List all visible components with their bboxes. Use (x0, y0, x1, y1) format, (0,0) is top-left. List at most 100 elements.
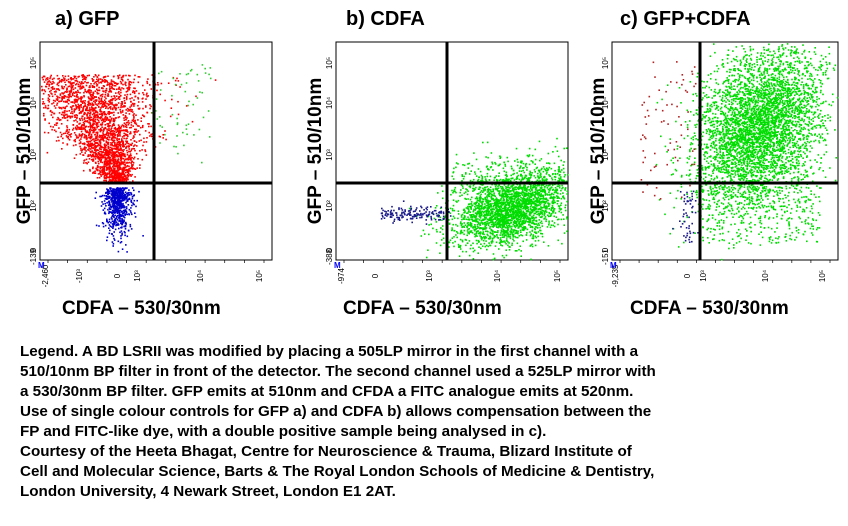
event-dot (84, 120, 86, 123)
event-dot (121, 232, 123, 234)
event-dot (532, 194, 534, 197)
event-dot (78, 109, 80, 112)
event-dot (150, 125, 152, 128)
event-dot (145, 94, 148, 96)
event-dot (48, 85, 50, 87)
event-dot (99, 173, 102, 176)
event-dot (459, 248, 462, 250)
event-dot (109, 192, 111, 195)
event-dot (100, 158, 103, 161)
event-dot (113, 139, 116, 142)
event-dot (115, 194, 117, 197)
event-dot (524, 226, 526, 228)
event-dot (84, 146, 86, 148)
event-dot (122, 221, 124, 224)
event-dot (129, 132, 131, 135)
event-dot (127, 131, 129, 133)
event-dot (535, 197, 538, 199)
event-dot (138, 140, 141, 142)
event-dot (80, 96, 82, 98)
event-dot (497, 226, 499, 229)
event-dot (63, 96, 65, 99)
event-dot (110, 108, 112, 110)
event-dot (87, 112, 89, 114)
event-dot (118, 196, 120, 198)
event-dot (453, 217, 456, 219)
event-dot (82, 169, 85, 172)
event-dot (566, 216, 568, 218)
event-dot (122, 106, 124, 108)
event-dot (521, 203, 523, 206)
event-dot (143, 137, 145, 140)
event-dot (164, 99, 166, 102)
event-dot (548, 174, 550, 176)
event-dot (483, 190, 485, 192)
event-dot (120, 157, 123, 159)
event-dot (473, 187, 475, 190)
event-dot (84, 100, 86, 102)
event-dot (92, 159, 95, 162)
event-dot (508, 225, 510, 227)
event-dot (77, 83, 80, 86)
event-dot (122, 220, 124, 223)
event-dot (43, 131, 46, 134)
event-dot (487, 222, 489, 225)
event-dot (93, 116, 96, 118)
event-dot (128, 82, 130, 84)
event-dot (125, 95, 128, 98)
event-dot (103, 113, 106, 116)
event-dot (82, 85, 84, 88)
event-dot (98, 100, 100, 102)
event-dot (113, 194, 115, 196)
event-dot (135, 123, 138, 126)
event-dot (86, 162, 88, 165)
event-dot (131, 156, 133, 159)
event-dot (88, 104, 90, 107)
event-dot (66, 98, 69, 101)
event-dot (133, 92, 136, 95)
event-dot (109, 187, 112, 189)
event-dot (478, 197, 481, 200)
event-dot (91, 138, 94, 141)
event-dot (540, 216, 542, 218)
event-dot (102, 111, 105, 113)
event-dot (512, 223, 515, 226)
event-dot (49, 77, 51, 80)
event-dot (515, 178, 518, 180)
event-dot (540, 195, 542, 198)
event-dot (145, 105, 147, 107)
event-dot (545, 205, 547, 207)
event-dot (107, 192, 110, 194)
event-dot (519, 166, 522, 169)
event-dot (518, 235, 521, 237)
event-dot (87, 144, 89, 147)
event-dot (81, 149, 83, 151)
event-dot (84, 143, 86, 145)
event-dot (105, 140, 108, 142)
event-dot (116, 166, 119, 168)
event-dot (116, 164, 119, 166)
event-dot (125, 81, 127, 84)
event-dot (116, 206, 119, 209)
event-dot (190, 68, 193, 71)
event-dot (130, 207, 132, 209)
event-dot (108, 156, 111, 158)
event-dot (472, 215, 474, 218)
event-dot (81, 74, 83, 77)
event-dot (496, 187, 498, 190)
event-dot (74, 101, 76, 103)
event-dot (64, 132, 67, 134)
event-dot (99, 130, 102, 133)
event-dot (101, 79, 104, 81)
event-dot (121, 196, 123, 198)
event-dot (119, 156, 122, 158)
event-dot (98, 166, 100, 168)
event-dot (552, 224, 555, 227)
event-dot (539, 229, 542, 232)
event-dot (124, 153, 126, 156)
event-dot (524, 189, 526, 192)
event-dot (115, 210, 117, 213)
event-dot (91, 103, 94, 106)
event-dot (116, 141, 119, 144)
event-dot (560, 159, 562, 162)
